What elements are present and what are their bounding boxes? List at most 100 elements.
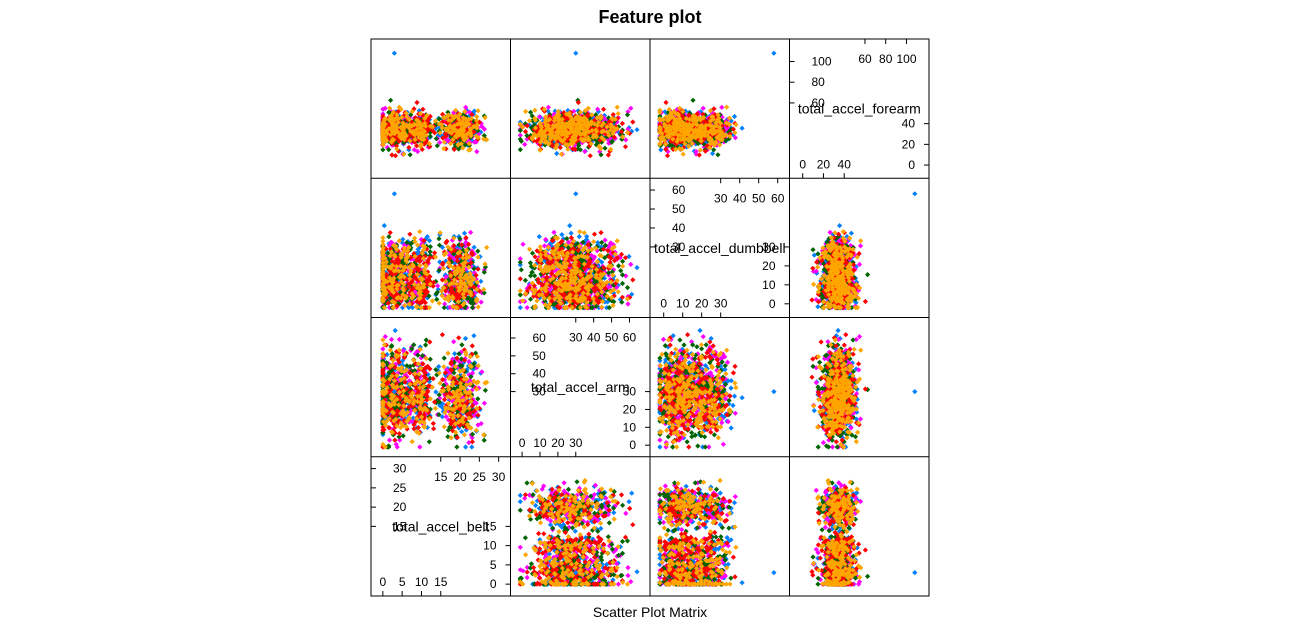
- data-point: [439, 388, 445, 394]
- data-point: [426, 416, 432, 422]
- data-point: [401, 242, 407, 248]
- data-point: [432, 399, 438, 405]
- data-point: [420, 407, 426, 413]
- data-point: [418, 365, 424, 371]
- data-point: [414, 375, 420, 381]
- data-point: [453, 432, 459, 438]
- data-point: [392, 327, 398, 334]
- data-point: [432, 250, 438, 256]
- data-point: [451, 339, 457, 345]
- data-point: [384, 385, 390, 391]
- data-point: [391, 421, 397, 427]
- data-point: [382, 414, 388, 420]
- data-point: [380, 371, 386, 377]
- data-point: [472, 279, 478, 285]
- data-point: [433, 367, 439, 373]
- data-point: [524, 569, 530, 575]
- data-point: [381, 399, 387, 405]
- data-point: [448, 373, 454, 379]
- data-point: [442, 301, 448, 307]
- data-point: [451, 375, 457, 382]
- data-point: [400, 433, 406, 439]
- data-point: [407, 370, 413, 376]
- data-point: [474, 149, 480, 155]
- data-point: [474, 405, 480, 411]
- data-point: [634, 569, 640, 575]
- data-point: [423, 342, 429, 348]
- data-point: [517, 492, 523, 498]
- data-point: [611, 516, 617, 522]
- data-point: [437, 380, 443, 386]
- data-point: [390, 410, 397, 416]
- data-point: [429, 298, 435, 304]
- data-point: [394, 444, 400, 450]
- data-point: [468, 263, 474, 269]
- data-point: [461, 376, 467, 382]
- data-point: [459, 429, 465, 435]
- data-point: [412, 407, 418, 414]
- data-point: [453, 404, 460, 410]
- data-point: [626, 499, 632, 505]
- data-point: [387, 347, 393, 353]
- data-point: [388, 97, 394, 103]
- data-point: [420, 353, 426, 359]
- data-point: [445, 405, 451, 411]
- data-point: [556, 529, 562, 535]
- data-point: [411, 357, 417, 363]
- data-point: [467, 409, 473, 416]
- data-point: [418, 399, 424, 405]
- data-point: [380, 147, 386, 153]
- data-point: [466, 415, 472, 421]
- data-point: [417, 244, 423, 250]
- outlier-point: [391, 191, 397, 197]
- data-point: [449, 237, 455, 243]
- data-point: [402, 379, 408, 385]
- data-point: [611, 510, 617, 516]
- data-point: [420, 388, 426, 395]
- data-point: [384, 418, 390, 425]
- data-point: [385, 407, 391, 413]
- data-point: [432, 405, 439, 411]
- data-point: [448, 417, 454, 423]
- data-point: [448, 361, 454, 367]
- data-point: [461, 372, 467, 378]
- data-point: [460, 397, 466, 403]
- data-point: [458, 391, 464, 397]
- data-point: [605, 534, 611, 540]
- data-point: [381, 427, 387, 433]
- data-point: [387, 402, 393, 408]
- data-point: [426, 238, 433, 244]
- data-point: [467, 381, 473, 387]
- data-point: [466, 393, 472, 399]
- data-point: [398, 368, 404, 374]
- data-point: [459, 411, 465, 417]
- data-point: [426, 439, 432, 445]
- data-point: [466, 405, 472, 411]
- data-point: [454, 434, 460, 441]
- data-point: [448, 367, 454, 373]
- data-point: [625, 572, 631, 579]
- data-point: [405, 409, 411, 415]
- data-point: [382, 342, 388, 348]
- data-point: [478, 278, 484, 284]
- data-point: [441, 364, 447, 370]
- data-point: [417, 380, 423, 386]
- data-point: [471, 412, 477, 418]
- data-point: [382, 391, 388, 397]
- data-point: [400, 358, 406, 364]
- data-point: [380, 378, 386, 384]
- data-point: [402, 410, 408, 417]
- data-point: [397, 397, 403, 403]
- data-point: [417, 406, 423, 412]
- data-point: [462, 389, 468, 395]
- data-point: [420, 361, 426, 367]
- data-point: [398, 384, 404, 390]
- data-point: [461, 432, 468, 438]
- data-point: [461, 385, 467, 391]
- data-point: [442, 272, 448, 278]
- data-point: [522, 492, 529, 498]
- data-point: [475, 412, 481, 418]
- data-point: [468, 425, 474, 431]
- data-point: [481, 437, 487, 443]
